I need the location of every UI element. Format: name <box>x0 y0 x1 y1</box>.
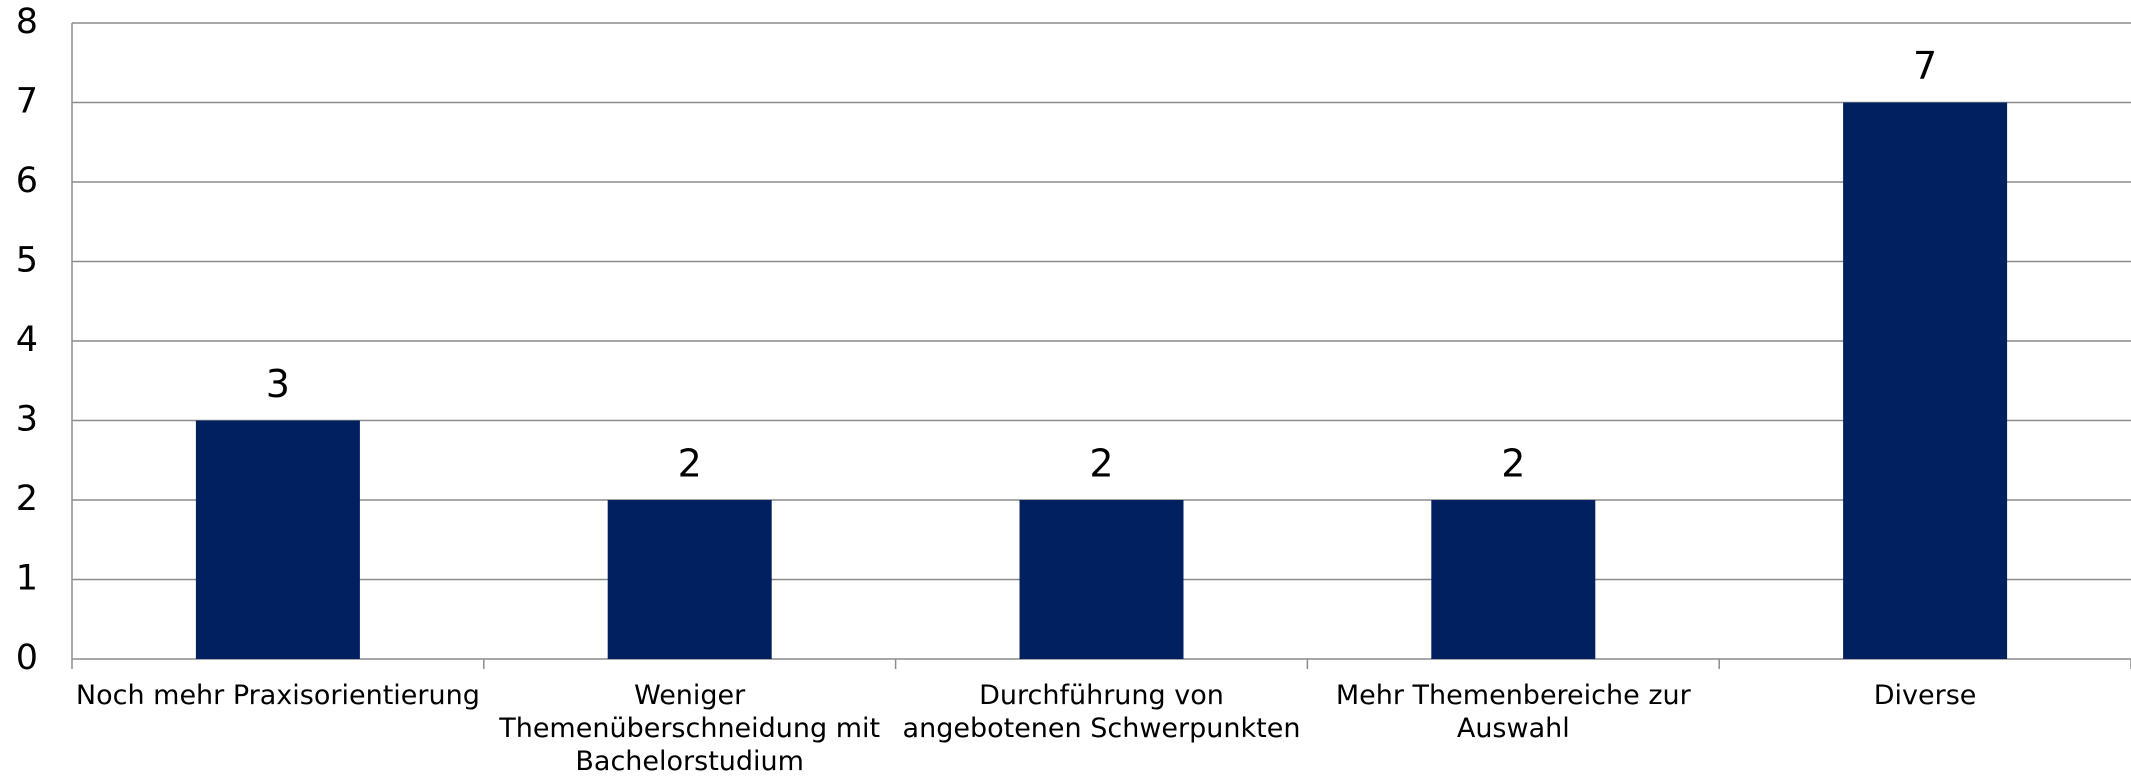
value-label: 2 <box>1089 442 1113 486</box>
y-tick-label: 3 <box>16 400 38 440</box>
x-tick-label: Diverse <box>1873 680 1977 711</box>
bar <box>195 420 360 659</box>
y-tick-label: 8 <box>16 2 38 42</box>
x-tick-label: Noch mehr Praxisorientierung <box>75 680 480 711</box>
bar <box>1843 102 2008 659</box>
bar <box>1019 500 1184 659</box>
x-tick-label: Durchführung von angebotenen Schwerpunkt… <box>902 680 1301 744</box>
bar <box>1431 500 1596 659</box>
value-label: 2 <box>678 442 702 486</box>
x-tick-label: Weniger Themenüberschneidung mit Bachelo… <box>499 680 881 776</box>
value-label: 3 <box>266 362 290 406</box>
y-tick-label: 7 <box>16 82 38 122</box>
y-tick-label: 0 <box>16 638 38 678</box>
y-tick-label: 4 <box>16 320 38 360</box>
value-label: 7 <box>1913 44 1937 88</box>
bar <box>607 500 772 659</box>
y-tick-label: 5 <box>16 241 38 281</box>
y-tick-label: 1 <box>16 559 38 599</box>
y-tick-label: 2 <box>16 479 38 519</box>
value-label: 2 <box>1501 442 1525 486</box>
y-tick-label: 6 <box>16 161 38 201</box>
x-tick-label: Mehr Themenbereiche zur Auswahl <box>1335 680 1691 744</box>
